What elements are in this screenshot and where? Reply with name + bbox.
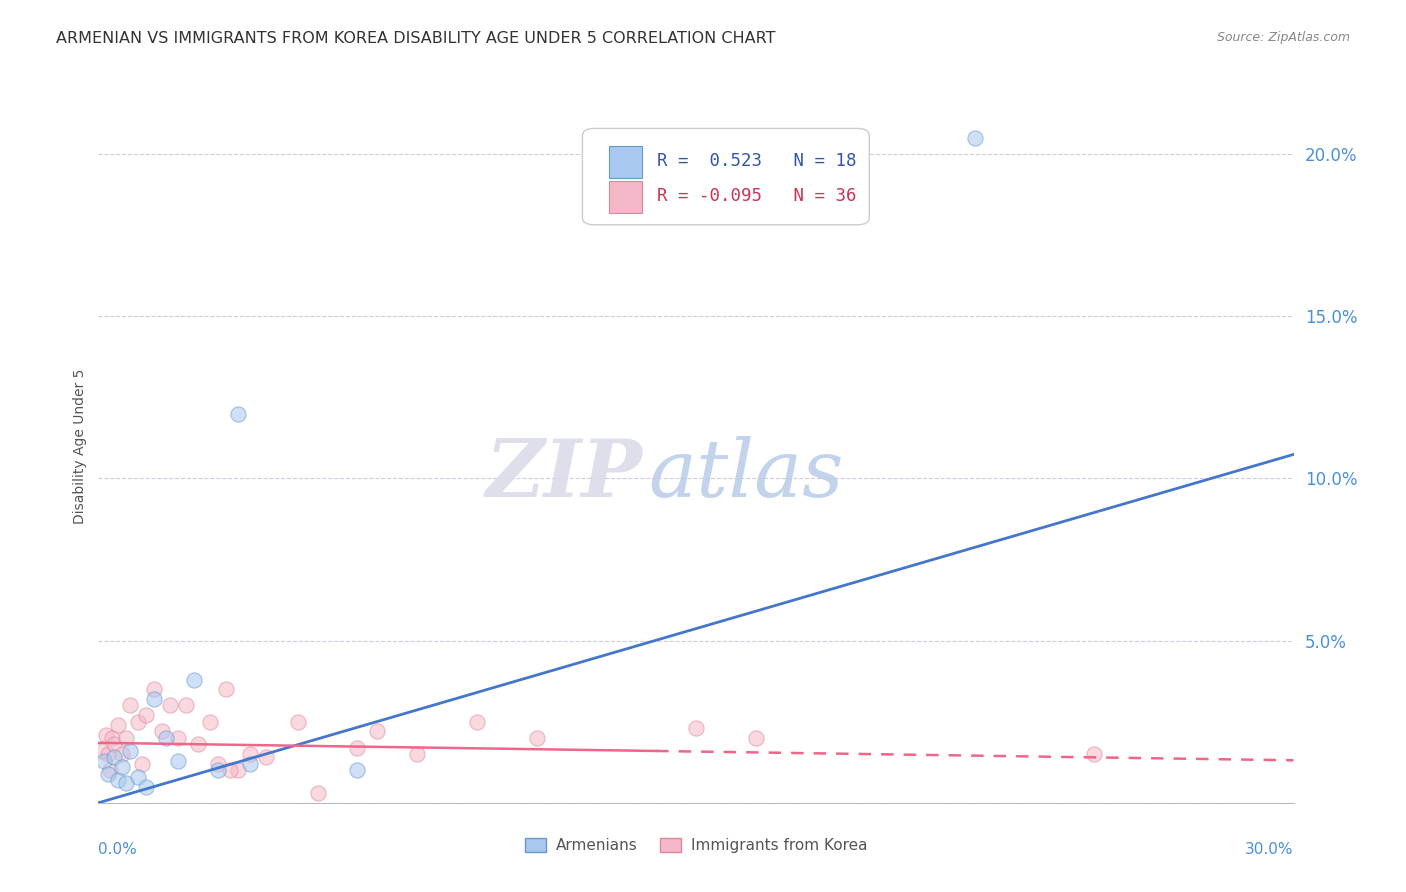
Point (226, 407, 249, 421)
Point (198, 714, 221, 729)
Point (111, 747, 134, 761)
Point (963, 131, 986, 145)
Text: Source: ZipAtlas.com: Source: ZipAtlas.com (1216, 31, 1350, 45)
Point (167, 731, 190, 745)
Text: atlas: atlas (648, 436, 844, 513)
Point (159, 698, 181, 713)
Point (207, 756, 229, 771)
Point (465, 714, 488, 729)
Point (183, 673, 205, 687)
Point (239, 756, 262, 771)
Point (150, 724, 173, 739)
Point (120, 698, 142, 713)
Point (107, 773, 129, 788)
Point (115, 776, 138, 790)
Point (406, 747, 429, 761)
Point (91, 744, 114, 758)
Point (120, 744, 142, 758)
Point (127, 770, 149, 784)
Text: ARMENIAN VS IMMIGRANTS FROM KOREA DISABILITY AGE UNDER 5 CORRELATION CHART: ARMENIAN VS IMMIGRANTS FROM KOREA DISABI… (56, 31, 776, 46)
Point (107, 718, 129, 732)
Point (174, 698, 197, 713)
Point (307, 786, 329, 800)
Point (103, 750, 125, 764)
Point (135, 708, 157, 723)
Point (98, 764, 122, 778)
Point (207, 764, 229, 778)
Text: 0.0%: 0.0% (98, 842, 138, 857)
Point (155, 731, 177, 745)
Point (226, 764, 249, 778)
Point (346, 740, 368, 755)
Text: R = -0.095   N = 36: R = -0.095 N = 36 (657, 187, 856, 205)
Point (93, 754, 115, 768)
Point (111, 760, 134, 774)
Point (287, 714, 309, 729)
Point (1083, 747, 1105, 761)
Point (526, 731, 548, 745)
FancyBboxPatch shape (582, 128, 869, 225)
Point (143, 682, 166, 697)
Point (131, 756, 153, 771)
Point (127, 714, 149, 729)
Point (215, 682, 238, 697)
Point (745, 731, 768, 745)
Point (167, 754, 190, 768)
Point (97, 766, 120, 780)
Point (143, 692, 166, 706)
Point (103, 738, 125, 752)
Point (685, 721, 707, 735)
Text: 30.0%: 30.0% (1246, 842, 1294, 857)
Point (115, 731, 138, 745)
Text: ZIP: ZIP (485, 436, 643, 513)
Point (135, 780, 157, 794)
Point (96, 728, 118, 742)
Point (97, 747, 120, 761)
Bar (609, 180, 643, 212)
Point (187, 738, 209, 752)
Point (219, 764, 242, 778)
Point (239, 747, 262, 761)
Point (366, 724, 388, 739)
Y-axis label: Disability Age Under 5: Disability Age Under 5 (73, 368, 87, 524)
Point (101, 731, 124, 745)
Bar (609, 146, 643, 178)
Text: R =  0.523   N = 18: R = 0.523 N = 18 (657, 152, 856, 169)
Point (254, 750, 277, 764)
Point (346, 764, 368, 778)
Legend: Armenians, Immigrants from Korea: Armenians, Immigrants from Korea (519, 832, 873, 859)
